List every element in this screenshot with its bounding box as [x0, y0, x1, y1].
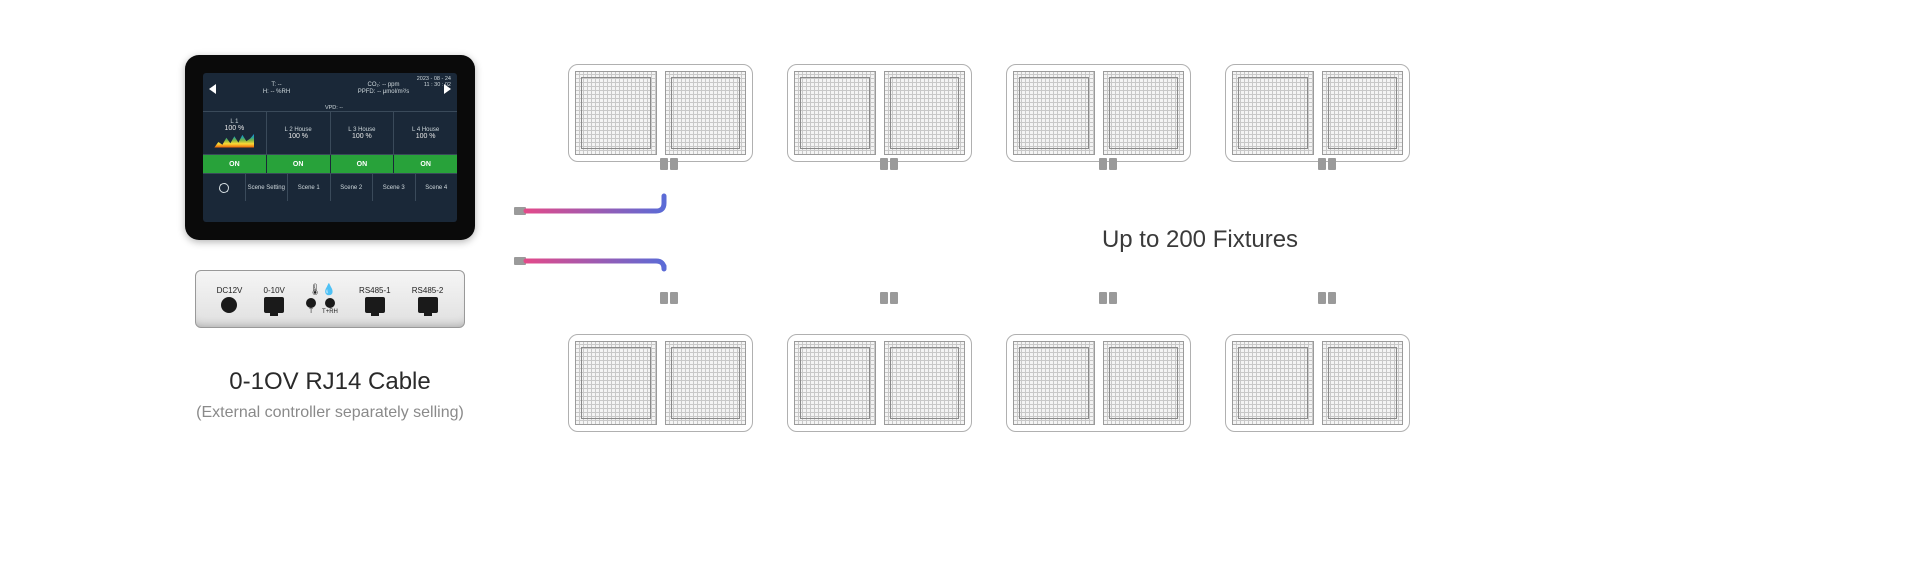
wiring-diagram: Up to 200 Fixtures [500, 0, 1900, 584]
prev-arrow-icon[interactable] [209, 84, 216, 94]
rj-jack-icon [365, 297, 385, 313]
led-panel [794, 341, 876, 425]
on-row: ON ON ON ON [203, 155, 457, 173]
fixture [568, 334, 753, 432]
scene-setting[interactable]: Scene Setting [246, 174, 289, 201]
rj-jack-icon [418, 297, 438, 313]
port-rs485-1-label: RS485-1 [359, 286, 391, 295]
led-panel [1103, 71, 1185, 155]
fixture-row-bottom [568, 334, 1410, 432]
led-panel [794, 71, 876, 155]
led-panel [665, 71, 747, 155]
led-panel [575, 71, 657, 155]
fixture-row-top [568, 64, 1410, 162]
gear-icon [219, 183, 229, 193]
fixture [1006, 64, 1191, 162]
scene-2[interactable]: Scene 2 [331, 174, 374, 201]
dc-jack-icon [221, 297, 237, 313]
channel-row: L 1 100 % L 2 House 100 % L 3 House 100 … [203, 111, 457, 155]
channel-1[interactable]: L 1 100 % [203, 112, 267, 154]
thermometer-icon: 🌡💧 [308, 283, 336, 296]
controller-rear-panel: DC12V 0-10V 🌡💧 T T+RH [195, 270, 465, 328]
port-rs485-2: RS485-2 [412, 286, 444, 313]
channel-3[interactable]: L 3 House 100 % [331, 112, 395, 154]
led-panel [884, 71, 966, 155]
led-panel [1013, 71, 1095, 155]
on-2[interactable]: ON [267, 155, 331, 173]
center-label: Up to 200 Fixtures [500, 226, 1900, 254]
led-panel [1103, 341, 1185, 425]
page: 2023 - 08 - 24 11 : 30 : 02 T: -- CO₂: -… [0, 0, 1920, 584]
on-3[interactable]: ON [331, 155, 395, 173]
scene-row: Scene Setting Scene 1 Scene 2 Scene 3 Sc… [203, 173, 457, 201]
led-panel [1232, 341, 1314, 425]
fixture [1006, 334, 1191, 432]
channel-4[interactable]: L 4 House 100 % [394, 112, 457, 154]
subcaption: (External controller separately selling) [185, 404, 475, 422]
controller-front: 2023 - 08 - 24 11 : 30 : 02 T: -- CO₂: -… [185, 55, 475, 240]
on-4[interactable]: ON [394, 155, 457, 173]
led-panel [884, 341, 966, 425]
controller-column: 2023 - 08 - 24 11 : 30 : 02 T: -- CO₂: -… [185, 55, 475, 422]
rj-jack-icon [264, 297, 284, 313]
on-1[interactable]: ON [203, 155, 267, 173]
sensor-trh-label: T+RH [322, 309, 338, 315]
led-panel [665, 341, 747, 425]
fixture [787, 334, 972, 432]
env-ppfd: PPFD: -- μmol/m²/s [330, 89, 437, 96]
caption: 0-1OV RJ14 Cable [185, 368, 475, 396]
port-dc12v-label: DC12V [217, 286, 243, 295]
sensor-t-jack-icon [306, 298, 316, 308]
port-dc12v: DC12V [217, 286, 243, 313]
time-text: 11 : 30 : 02 [417, 82, 451, 88]
env-h: H: -- %RH [223, 89, 330, 96]
datetime: 2023 - 08 - 24 11 : 30 : 02 [417, 76, 451, 88]
controller-screen[interactable]: 2023 - 08 - 24 11 : 30 : 02 T: -- CO₂: -… [203, 73, 457, 222]
port-rs485-1: RS485-1 [359, 286, 391, 313]
scene-4[interactable]: Scene 4 [416, 174, 458, 201]
channel-3-value: 100 % [352, 133, 372, 140]
port-0-10v-label: 0-10V [264, 286, 285, 295]
channel-2-value: 100 % [288, 133, 308, 140]
fixture [568, 64, 753, 162]
channel-4-value: 100 % [416, 133, 436, 140]
fixture [787, 64, 972, 162]
scene-3[interactable]: Scene 3 [373, 174, 416, 201]
sensor-trh-jack-icon [325, 298, 335, 308]
fixture [1225, 64, 1410, 162]
sensor-t-label: T [309, 309, 313, 315]
channel-1-value: 100 % [224, 125, 244, 132]
port-rs485-2-label: RS485-2 [412, 286, 444, 295]
port-0-10v: 0-10V [264, 286, 285, 313]
led-panel [1232, 71, 1314, 155]
env-t: T: -- [223, 82, 330, 89]
port-sensors: 🌡💧 T T+RH [306, 283, 338, 315]
fixture [1225, 334, 1410, 432]
channel-2[interactable]: L 2 House 100 % [267, 112, 331, 154]
led-panel [575, 341, 657, 425]
spectrum-icon [214, 134, 254, 148]
env-readings: T: -- CO₂: -- ppm H: -- %RH PPFD: -- μmo… [220, 82, 440, 96]
led-panel [1322, 341, 1404, 425]
settings-button[interactable] [203, 174, 246, 201]
led-panel [1013, 341, 1095, 425]
scene-1[interactable]: Scene 1 [288, 174, 331, 201]
led-panel [1322, 71, 1404, 155]
